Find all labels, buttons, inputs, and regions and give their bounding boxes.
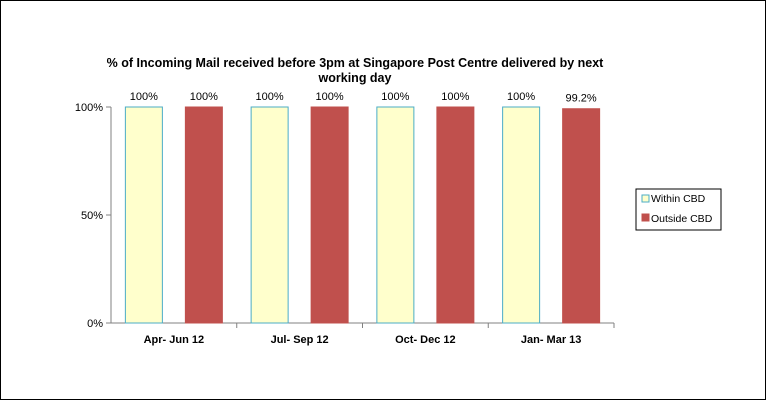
x-tick-label: Oct- Dec 12 [395, 334, 456, 346]
y-tick-label: 100% [75, 102, 103, 114]
data-label: 100% [256, 91, 284, 103]
bar-within-cbd [376, 106, 415, 324]
bar-within-cbd [502, 106, 541, 324]
bar-within-cbd [124, 106, 163, 324]
data-label: 100% [381, 91, 409, 103]
data-label: 100% [507, 91, 535, 103]
legend-label-within-cbd: Within CBD [651, 193, 706, 205]
data-label: 100% [441, 91, 469, 103]
legend-label-outside-cbd: Outside CBD [651, 213, 713, 225]
x-tick-label: Jul- Sep 12 [271, 334, 329, 346]
chart-title-line1: % of Incoming Mail received before 3pm a… [107, 56, 604, 70]
bar-within-cbd [250, 106, 289, 324]
bar-outside-cbd [436, 106, 475, 324]
data-label: 100% [316, 91, 344, 103]
bar-outside-cbd [184, 106, 223, 324]
x-tick-label: Apr- Jun 12 [144, 334, 205, 346]
legend-box [635, 188, 722, 231]
chart-title-line2: working day [318, 71, 392, 85]
x-tick-label: Jan- Mar 13 [521, 334, 582, 346]
bar-outside-cbd [310, 106, 349, 324]
legend-swatch-outside-cbd [641, 213, 650, 222]
y-tick-label: 50% [81, 210, 103, 222]
bar-outside-cbd [562, 108, 601, 324]
legend-swatch-within-cbd [641, 194, 650, 203]
bars: 100% 100% 100% 100% 100% 100% 100% 99.2% [124, 91, 601, 324]
y-tick-label: 0% [87, 318, 103, 330]
legend: Within CBD Outside CBD [635, 188, 722, 231]
data-label: 100% [190, 91, 218, 103]
data-label: 99.2% [566, 93, 597, 105]
data-label: 100% [130, 91, 158, 103]
